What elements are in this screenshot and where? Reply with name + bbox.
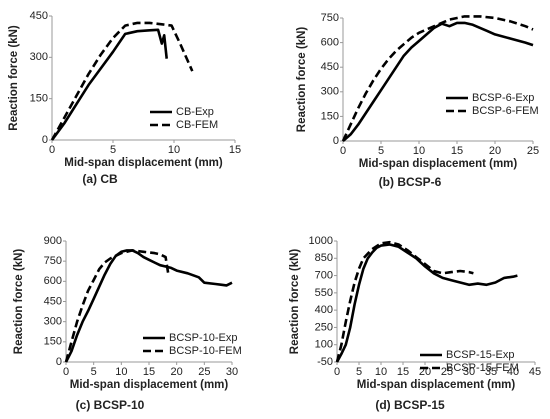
series-line: [341, 15, 534, 142]
x-tick-label: 0: [340, 145, 346, 157]
caption: (d) BCSP-15: [375, 398, 445, 412]
x-tick-label: 25: [441, 366, 453, 378]
x-tick-label: 35: [485, 366, 497, 378]
y-tick-label: 700: [315, 269, 333, 281]
x-axis-label: Mid-span displacement (mm): [70, 379, 229, 391]
x-tick-label: 15: [397, 366, 409, 378]
series-line: [335, 243, 518, 363]
y-tick-label: 600: [321, 37, 339, 49]
y-tick-label: 100: [315, 339, 333, 351]
x-tick-label: 5: [91, 366, 97, 378]
series-line: [64, 249, 170, 363]
legend-label: BCSP-15-Exp: [446, 349, 514, 361]
caption: (a) CB: [82, 172, 118, 186]
y-tick-label: 300: [44, 316, 62, 328]
x-tick-label: 10: [375, 366, 387, 378]
legend-label: BCSP-10-Exp: [169, 332, 237, 344]
y-tick-label: 450: [321, 61, 339, 73]
y-tick-label: 900: [44, 235, 62, 247]
y-tick-label: 550: [315, 287, 333, 299]
y-tick-label: 300: [30, 51, 48, 63]
x-axis-label: Mid-span displacement (mm): [359, 158, 518, 170]
y-tick-label: 0: [42, 134, 48, 146]
x-tick-label: 10: [115, 366, 127, 378]
x-tick-label: 45: [529, 366, 541, 378]
series-line: [50, 21, 194, 141]
y-tick-label: 250: [315, 321, 333, 333]
series-line: [342, 21, 534, 142]
y-tick-label: 450: [30, 10, 48, 22]
y-tick-label: 600: [44, 275, 62, 287]
x-tick-label: 15: [143, 366, 155, 378]
x-tick-label: 40: [507, 366, 519, 378]
y-tick-label: 450: [44, 295, 62, 307]
x-axis-label: Mid-span displacement (mm): [64, 157, 223, 169]
x-axis-label: Mid-span displacement (mm): [357, 379, 516, 391]
x-tick-label: 0: [49, 144, 55, 156]
y-axis-label: Reaction force (kN): [8, 25, 20, 131]
series-line: [64, 249, 233, 363]
y-tick-label: -50: [317, 356, 333, 368]
x-tick-label: 0: [63, 366, 69, 378]
caption: (c) BCSP-10: [76, 398, 145, 412]
x-tick-label: 0: [334, 366, 340, 378]
panel: 0 5 10 15 20 25 0 150 300 450 600 750 Mid-span displ…: [296, 12, 539, 189]
y-tick-label: 1000: [309, 235, 333, 247]
y-tick-label: 150: [30, 93, 48, 105]
x-tick-label: 10: [168, 144, 180, 156]
x-tick-label: 10: [413, 145, 425, 157]
series-line: [50, 28, 168, 141]
y-tick-label: 850: [315, 252, 333, 264]
x-tick-label: 20: [171, 366, 183, 378]
series-line: [335, 240, 474, 363]
y-tick-label: 150: [44, 336, 62, 348]
y-tick-label: 400: [315, 304, 333, 316]
y-tick-label: 750: [44, 255, 62, 267]
x-tick-label: 20: [489, 145, 501, 157]
legend-label: BCSP-15-FEM: [446, 362, 519, 374]
legend-label: CB-FEM: [176, 119, 218, 131]
legend-label: BCSP-6-Exp: [472, 92, 534, 104]
y-tick-label: 150: [321, 110, 339, 122]
y-axis-label: Reaction force (kN): [296, 27, 308, 133]
x-tick-label: 15: [451, 145, 463, 157]
x-tick-label: 5: [110, 144, 116, 156]
x-tick-label: 5: [378, 145, 384, 157]
y-tick-label: 300: [321, 86, 339, 98]
legend-label: BCSP-6-FEM: [472, 105, 539, 117]
x-tick-label: 15: [229, 144, 241, 156]
y-tick-label: 0: [333, 135, 339, 147]
caption: (b) BCSP-6: [379, 175, 442, 189]
legend-label: BCSP-10-FEM: [169, 345, 242, 357]
panel: 0 5 10 15 20 25 30 35 40 45-501002504005507008501…: [289, 235, 541, 412]
x-tick-label: 25: [198, 366, 210, 378]
legend-label: CB-Exp: [176, 106, 214, 118]
x-tick-label: 5: [356, 366, 362, 378]
y-axis-label: Reaction force (kN): [289, 249, 301, 355]
x-tick-label: 30: [226, 366, 238, 378]
y-tick-label: 750: [321, 12, 339, 24]
x-tick-label: 30: [463, 366, 475, 378]
panel: 0 5 10 15 20 25 300150300450600750900Mid-span …: [13, 235, 242, 412]
x-tick-label: 25: [527, 145, 539, 157]
y-tick-label: 0: [56, 356, 62, 368]
y-axis-label: Reaction force (kN): [13, 249, 25, 355]
